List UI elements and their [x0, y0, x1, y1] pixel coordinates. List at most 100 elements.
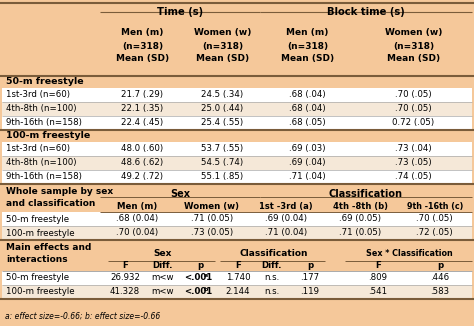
- Text: 1st -3rd (a): 1st -3rd (a): [259, 201, 313, 211]
- Text: Classification: Classification: [240, 249, 308, 259]
- Text: 4th -8th (b): 4th -8th (b): [333, 201, 388, 211]
- Bar: [2, 3, 472, 76]
- Text: 50-m freestyle: 50-m freestyle: [6, 215, 69, 224]
- Text: .69 (.03): .69 (.03): [289, 144, 326, 154]
- Text: 22.4 (.45): 22.4 (.45): [121, 118, 164, 127]
- Bar: [2, 260, 472, 271]
- Bar: [2, 240, 472, 260]
- Bar: [2, 226, 472, 240]
- Text: Mean (SD): Mean (SD): [196, 54, 249, 64]
- Text: Women (w): Women (w): [184, 201, 239, 211]
- Bar: [2, 285, 472, 299]
- Text: 9th-16th (n=158): 9th-16th (n=158): [6, 118, 82, 127]
- Text: 41.328: 41.328: [110, 288, 140, 297]
- Text: p: p: [437, 261, 443, 271]
- Text: n.s.: n.s.: [264, 274, 280, 283]
- Text: a: effect size=-0.66; b: effect size=-0.66: a: effect size=-0.66; b: effect size=-0.…: [5, 312, 160, 320]
- Text: 100-m freestyle: 100-m freestyle: [6, 131, 90, 141]
- Text: 1st-3rd (n=60): 1st-3rd (n=60): [6, 91, 70, 99]
- Text: p: p: [307, 261, 313, 271]
- Bar: [2, 142, 472, 156]
- Text: 49.2 (.72): 49.2 (.72): [121, 172, 164, 182]
- Text: p: p: [197, 261, 203, 271]
- Bar: [2, 184, 472, 212]
- Text: .541: .541: [368, 288, 388, 297]
- Text: b: b: [204, 287, 208, 292]
- Text: .68 (0.04): .68 (0.04): [116, 215, 158, 224]
- Text: 53.7 (.55): 53.7 (.55): [201, 144, 244, 154]
- Text: .68 (.05): .68 (.05): [289, 118, 326, 127]
- Bar: [2, 76, 472, 88]
- Text: .177: .177: [301, 274, 319, 283]
- Bar: [2, 88, 472, 102]
- Text: m<w: m<w: [152, 274, 174, 283]
- Text: 100-m freestyle: 100-m freestyle: [6, 229, 74, 238]
- Text: F: F: [122, 261, 128, 271]
- Bar: [2, 299, 472, 326]
- Text: 54.5 (.74): 54.5 (.74): [201, 158, 244, 168]
- Text: 50-m freestyle: 50-m freestyle: [6, 274, 69, 283]
- Text: Women (w): Women (w): [385, 28, 442, 37]
- Text: 48.6 (.62): 48.6 (.62): [121, 158, 164, 168]
- Text: and classification: and classification: [6, 199, 95, 208]
- Text: 22.1 (.35): 22.1 (.35): [121, 105, 164, 113]
- Text: Sex: Sex: [153, 249, 172, 259]
- Text: Diff.: Diff.: [153, 261, 173, 271]
- Text: 25.0 (.44): 25.0 (.44): [201, 105, 244, 113]
- Text: (n=318): (n=318): [122, 41, 163, 51]
- Text: .69 (.04): .69 (.04): [289, 158, 326, 168]
- Text: Mean (SD): Mean (SD): [116, 54, 169, 64]
- Text: .70 (.05): .70 (.05): [395, 91, 432, 99]
- Text: Sex: Sex: [170, 189, 190, 199]
- Text: Diff.: Diff.: [262, 261, 282, 271]
- Text: Mean (SD): Mean (SD): [387, 54, 440, 64]
- Text: .70 (.05): .70 (.05): [395, 105, 432, 113]
- Text: 4th-8th (n=100): 4th-8th (n=100): [6, 158, 76, 168]
- Text: .119: .119: [301, 288, 319, 297]
- Text: Mean (SD): Mean (SD): [281, 54, 334, 64]
- Text: <.001: <.001: [184, 274, 212, 283]
- Text: .583: .583: [430, 288, 449, 297]
- Text: 50-m freestyle: 50-m freestyle: [6, 78, 83, 86]
- Text: .70 (.05): .70 (.05): [417, 215, 453, 224]
- Bar: [2, 170, 472, 184]
- Bar: [2, 102, 472, 116]
- Text: 1.740: 1.740: [226, 274, 250, 283]
- Bar: [2, 116, 472, 130]
- Text: 1st-3rd (n=60): 1st-3rd (n=60): [6, 144, 70, 154]
- Text: .69 (0.04): .69 (0.04): [265, 215, 307, 224]
- Text: .68 (.04): .68 (.04): [289, 91, 326, 99]
- Text: 4th-8th (n=100): 4th-8th (n=100): [6, 105, 76, 113]
- Text: m<w: m<w: [152, 288, 174, 297]
- Text: Men (m): Men (m): [117, 201, 157, 211]
- Text: Men (m): Men (m): [286, 28, 328, 37]
- Text: n.s.: n.s.: [264, 288, 280, 297]
- Text: .70 (0.04): .70 (0.04): [116, 229, 158, 238]
- Text: Classification: Classification: [329, 189, 403, 199]
- Text: Men (m): Men (m): [121, 28, 164, 37]
- Text: .73 (.05): .73 (.05): [395, 158, 432, 168]
- Text: .68 (.04): .68 (.04): [289, 105, 326, 113]
- Text: interactions: interactions: [6, 255, 68, 263]
- Text: (n=318): (n=318): [287, 41, 328, 51]
- Text: .73 (0.05): .73 (0.05): [191, 229, 233, 238]
- Text: .71 (0.04): .71 (0.04): [265, 229, 307, 238]
- Text: .446: .446: [430, 274, 449, 283]
- Text: .71 (.04): .71 (.04): [289, 172, 326, 182]
- Text: 2.144: 2.144: [226, 288, 250, 297]
- Text: .72 (.05): .72 (.05): [417, 229, 453, 238]
- Text: 26.932: 26.932: [110, 274, 140, 283]
- Bar: [2, 130, 472, 142]
- Bar: [2, 271, 472, 285]
- Text: .69 (0.05): .69 (0.05): [339, 215, 382, 224]
- Text: Block time (s): Block time (s): [327, 7, 405, 17]
- Text: (n=318): (n=318): [393, 41, 434, 51]
- Text: 48.0 (.60): 48.0 (.60): [121, 144, 164, 154]
- Bar: [2, 156, 472, 170]
- Text: F: F: [235, 261, 241, 271]
- Text: Women (w): Women (w): [194, 28, 251, 37]
- Text: (n=318): (n=318): [202, 41, 243, 51]
- Text: 24.5 (.34): 24.5 (.34): [201, 91, 244, 99]
- Text: 9th -16th (c): 9th -16th (c): [407, 201, 463, 211]
- Text: .71 (0.05): .71 (0.05): [191, 215, 233, 224]
